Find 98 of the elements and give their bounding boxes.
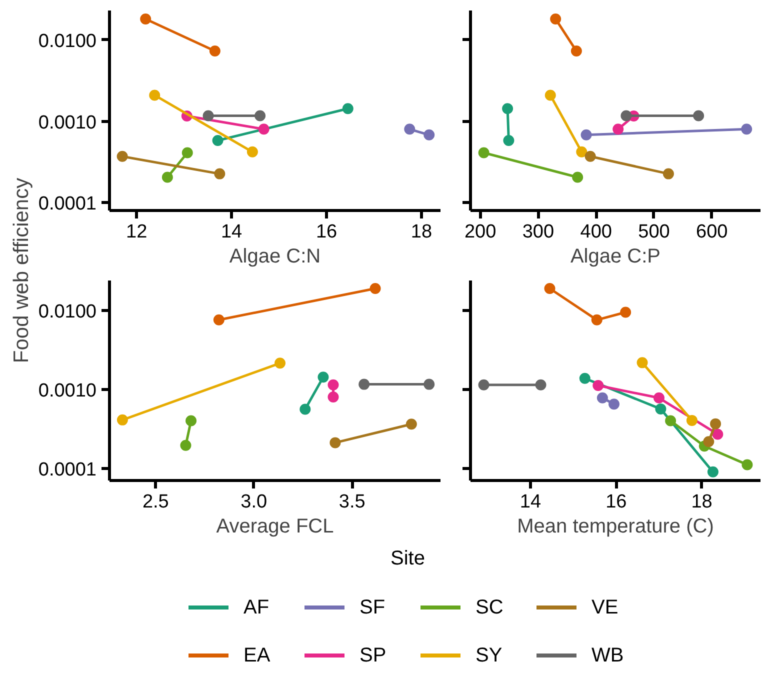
point xyxy=(592,380,604,391)
point xyxy=(328,379,339,390)
point xyxy=(544,283,556,294)
x-axis-title: Algae C:N xyxy=(229,246,321,268)
point xyxy=(741,124,752,135)
point xyxy=(655,403,666,414)
point xyxy=(620,306,632,318)
point xyxy=(686,414,698,426)
point xyxy=(576,146,588,158)
point xyxy=(502,103,514,114)
point xyxy=(116,414,128,426)
legend-label: AF xyxy=(244,596,270,618)
point xyxy=(572,172,584,183)
point xyxy=(258,124,270,135)
y-tick-label: 0.0010 xyxy=(38,380,97,402)
y-tick-label: 0.0100 xyxy=(38,30,97,52)
point xyxy=(608,398,620,410)
legend-label: SP xyxy=(360,644,386,666)
point xyxy=(202,110,214,122)
x-axis-title: Average FCL xyxy=(216,516,334,538)
point xyxy=(370,283,381,294)
point xyxy=(424,129,435,140)
x-tick-label: 12 xyxy=(126,222,148,242)
point xyxy=(636,357,648,368)
x-tick-label: 300 xyxy=(522,222,554,242)
point xyxy=(612,124,624,135)
point xyxy=(503,135,514,146)
point xyxy=(550,13,562,24)
legend-label: SC xyxy=(476,596,504,618)
point xyxy=(358,378,370,390)
point xyxy=(254,110,266,122)
x-tick-label: 18 xyxy=(691,492,712,512)
x-tick-label: 400 xyxy=(580,222,612,242)
point xyxy=(214,168,226,180)
point xyxy=(213,314,224,326)
point xyxy=(712,428,724,440)
point xyxy=(274,358,286,369)
point xyxy=(693,110,704,122)
x-tick-label: 18 xyxy=(410,222,432,242)
point xyxy=(478,147,490,158)
legend-label: VE xyxy=(592,596,618,618)
point xyxy=(180,440,192,451)
x-tick-label: 14 xyxy=(220,222,243,242)
point xyxy=(424,378,435,390)
legend-label: SF xyxy=(360,596,386,618)
point xyxy=(570,46,582,57)
point xyxy=(149,90,160,101)
point xyxy=(116,150,128,162)
point xyxy=(300,404,311,415)
x-tick-label: 3.5 xyxy=(338,492,366,512)
point xyxy=(703,436,714,448)
x-tick-label: 500 xyxy=(638,222,670,242)
x-tick-label: 14 xyxy=(520,492,542,512)
legend-title: Site xyxy=(390,548,425,570)
point xyxy=(710,418,722,430)
y-axis-title: Food web efficiency xyxy=(10,177,33,364)
point xyxy=(212,135,224,146)
point xyxy=(579,372,590,384)
point xyxy=(209,46,220,57)
legend-label: WB xyxy=(592,644,624,666)
point xyxy=(584,150,596,162)
x-tick-label: 200 xyxy=(464,222,496,242)
point xyxy=(406,418,417,430)
point xyxy=(580,129,592,140)
x-tick-label: 600 xyxy=(696,222,728,242)
point xyxy=(544,90,556,101)
point xyxy=(653,392,664,404)
point xyxy=(140,13,152,24)
point xyxy=(620,110,632,122)
x-tick-label: 16 xyxy=(316,222,338,242)
x-tick-label: 3.0 xyxy=(240,492,268,512)
point xyxy=(318,372,329,383)
legend-label: SY xyxy=(476,644,502,666)
x-axis-title: Mean temperature (C) xyxy=(517,516,714,538)
point xyxy=(742,459,753,470)
point xyxy=(182,147,193,158)
point xyxy=(665,415,676,426)
x-axis-title: Algae C:P xyxy=(570,246,661,268)
y-tick-label: 0.0001 xyxy=(38,194,97,215)
point xyxy=(330,437,341,448)
point xyxy=(328,392,339,403)
y-tick-label: 0.0001 xyxy=(38,459,97,480)
legend-label: EA xyxy=(244,644,271,666)
point xyxy=(707,466,718,478)
y-tick-label: 0.0010 xyxy=(38,112,97,134)
point xyxy=(662,168,674,180)
x-tick-label: 16 xyxy=(606,492,627,512)
point xyxy=(478,379,490,390)
point xyxy=(535,379,546,390)
point xyxy=(596,392,608,404)
point xyxy=(246,146,258,158)
point xyxy=(591,314,602,326)
point xyxy=(162,172,173,183)
x-tick-label: 2.5 xyxy=(142,492,169,512)
point xyxy=(186,415,197,426)
y-tick-label: 0.0100 xyxy=(38,301,97,322)
point xyxy=(404,124,416,135)
point xyxy=(342,103,354,114)
